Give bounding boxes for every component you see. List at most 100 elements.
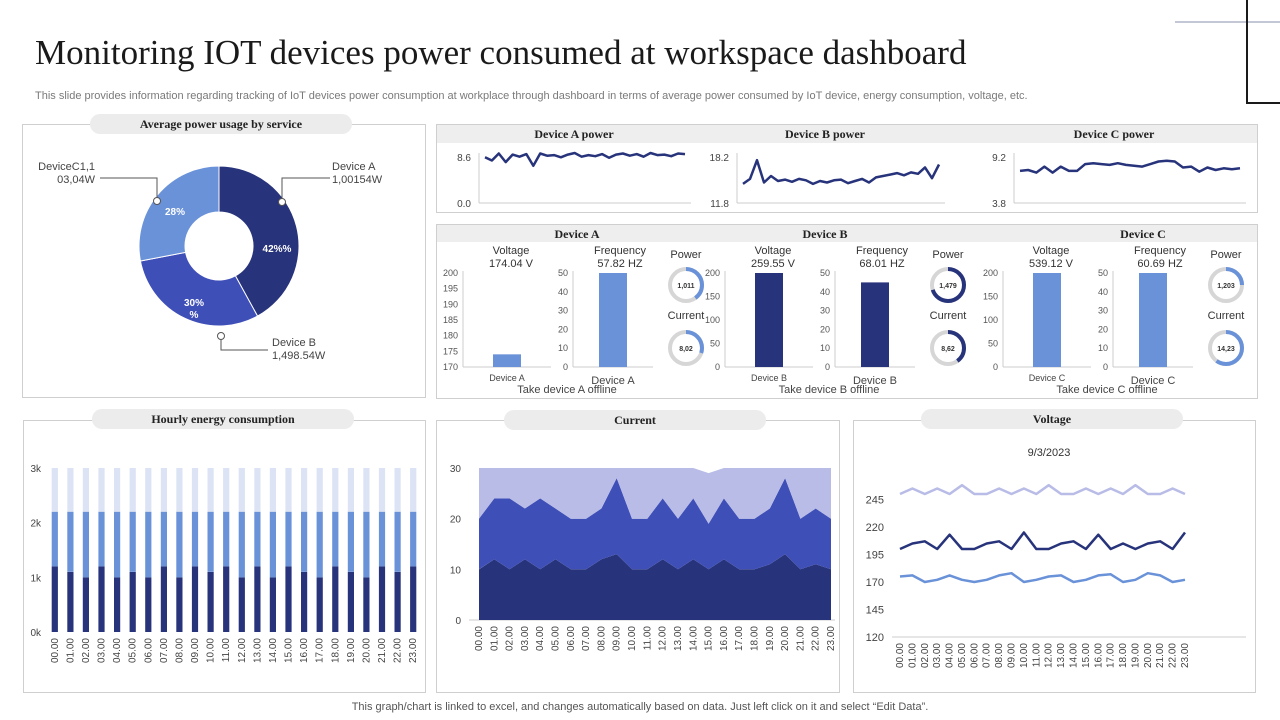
voltage-xlabel: Device C — [1029, 373, 1066, 383]
footer-note: This graph/chart is linked to excel, and… — [351, 701, 929, 713]
power-gauge-fill — [930, 267, 966, 303]
bar-xtick: 16.00 — [299, 638, 310, 663]
device-b-power-title: Device B power — [785, 127, 865, 141]
bar-segment-top — [223, 468, 230, 512]
bar-segment-base — [51, 566, 58, 632]
bar-xtick: 18.00 — [330, 638, 341, 663]
frequency-tick: 50 — [820, 268, 830, 278]
bar-segment-base — [332, 566, 339, 632]
sparkline-ymax-label: 9.2 — [992, 153, 1006, 164]
offline-link: Take device B offline — [779, 384, 880, 396]
frequency-tick: 30 — [558, 306, 568, 316]
frequency-tick: 20 — [820, 324, 830, 334]
bar-segment-base — [378, 566, 386, 632]
current-gauge-value: 8,02 — [679, 346, 693, 353]
bar-segment-base — [207, 571, 214, 632]
frequency-tick: 0 — [563, 362, 568, 372]
frequency-bar — [861, 282, 889, 367]
line-ytick: 170 — [866, 577, 884, 589]
line-series-bottom — [899, 571, 1186, 584]
donut-callout-text: Device A — [332, 161, 376, 173]
power-gauge-value: 1,011 — [677, 283, 694, 290]
voltage-tick: 195 — [443, 284, 458, 294]
voltage-tick: 100 — [705, 315, 720, 325]
frequency-value: 57.82 HZ — [597, 258, 643, 270]
frequency-xlabel: Device B — [853, 375, 897, 387]
sparkline-ymin-label: 11.8 — [710, 199, 729, 210]
donut-slice-label: 28% — [165, 207, 185, 218]
bar-xtick: 02.00 — [81, 638, 92, 663]
hourly-energy-title: Hourly energy consumption — [92, 409, 354, 429]
voltage-tick: 150 — [705, 292, 720, 302]
line-xtick: 11.00 — [1031, 643, 1042, 668]
bar-segment-mid — [82, 511, 89, 578]
bar-segment-mid — [301, 511, 308, 572]
bar-segment-base — [191, 566, 199, 632]
bar-segment-top — [316, 468, 323, 512]
donut-callout-text: DeviceC1,1 — [38, 161, 95, 173]
bar-segment-base — [285, 566, 292, 632]
bar-segment-mid — [394, 511, 401, 572]
bar-segment-base — [98, 566, 105, 632]
device-details-header-bar — [437, 225, 1257, 242]
bar-segment-top — [347, 468, 354, 512]
offline-link: Take device C offline — [1056, 384, 1157, 396]
power-gauge-label: Power — [670, 249, 702, 261]
current-gauge-value: 14,23 — [1217, 346, 1235, 353]
bar-xtick: 05.00 — [128, 638, 139, 663]
bar-segment-base — [363, 577, 370, 632]
line-xtick: 01.00 — [907, 643, 918, 668]
line-xtick: 22.00 — [1168, 643, 1179, 668]
decorative-line — [1175, 21, 1280, 23]
line-xtick: 08.00 — [994, 643, 1005, 668]
current-gauge-label: Current — [1208, 310, 1245, 322]
donut-callout-dot — [153, 197, 161, 205]
voltage-tick: 175 — [443, 346, 458, 356]
bar-segment-base — [114, 577, 121, 632]
line-xtick: 03.00 — [932, 643, 943, 668]
line-xtick: 06.00 — [969, 643, 980, 668]
voltage-bar — [1033, 273, 1061, 367]
bar-xtick: 04.00 — [112, 638, 123, 663]
bar-xtick: 12.00 — [237, 638, 248, 663]
line-xtick: 23.00 — [1180, 643, 1191, 668]
area-ytick: 30 — [450, 464, 462, 475]
area-xtick: 04.00 — [535, 626, 546, 651]
bar-segment-top — [301, 468, 308, 512]
bar-segment-base — [269, 577, 276, 632]
power-gauge-fill — [1208, 267, 1244, 303]
power-sparklines: 8.6 0.0 18.2 11.8 9.2 3.8 — [457, 151, 1246, 210]
voltage-value: 259.55 V — [751, 258, 796, 270]
line-ytick: 245 — [866, 495, 884, 507]
power-gauge-value: 1,479 — [939, 283, 957, 290]
line-ytick: 145 — [866, 605, 884, 617]
current-gauge-value: 8,62 — [941, 346, 955, 353]
frequency-tick: 50 — [1098, 268, 1108, 278]
bar-xtick: 15.00 — [284, 638, 295, 663]
bar-segment-mid — [176, 511, 183, 578]
sparkline-ymax-label: 8.6 — [457, 153, 471, 164]
area-series-1 — [479, 554, 831, 620]
voltage-tick: 0 — [715, 362, 720, 372]
current-gauge-label: Current — [930, 310, 967, 322]
frequency-tick: 0 — [825, 362, 830, 372]
area-xtick: 01.00 — [489, 626, 500, 651]
bar-segment-mid — [207, 511, 214, 572]
bar-xtick: 23.00 — [408, 638, 419, 663]
bar-segment-base — [129, 571, 136, 632]
bar-xtick: 08.00 — [175, 638, 186, 663]
donut-slice-label: 42%% — [263, 244, 292, 255]
frequency-bar — [1139, 273, 1167, 367]
bar-ytick: 3k — [30, 464, 42, 475]
bar-ytick: 1k — [30, 573, 42, 584]
area-xtick: 05.00 — [551, 626, 562, 651]
frequency-value: 60.69 HZ — [1137, 258, 1183, 270]
donut-title: Average power usage by service — [90, 114, 352, 134]
area-xtick: 14.00 — [688, 626, 699, 651]
area-xtick: 03.00 — [520, 626, 531, 651]
voltage-tick: 100 — [983, 315, 998, 325]
frequency-value: 68.01 HZ — [859, 258, 905, 270]
donut-slice-2 — [139, 251, 259, 327]
area-xtick: 18.00 — [750, 626, 761, 651]
bar-segment-base — [67, 571, 74, 632]
